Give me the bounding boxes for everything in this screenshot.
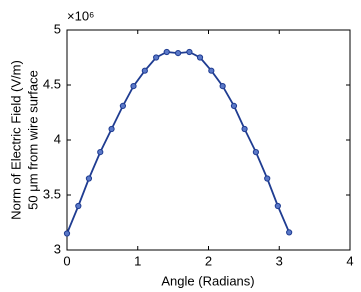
data-point: [97, 149, 104, 156]
data-point: [75, 202, 82, 210]
data-point: [186, 48, 193, 56]
y-axis-label: Norm of Electric Field (V/m) 50 μm from …: [8, 60, 40, 220]
data-point: [63, 230, 71, 237]
y-axis-label-line: Norm of Electric Field (V/m): [8, 60, 23, 220]
y-tick-label: 5: [54, 21, 61, 36]
data-point: [174, 50, 182, 57]
x-tick-label: 1: [134, 253, 141, 268]
data-point: [286, 229, 293, 236]
data-point: [196, 54, 204, 61]
y-tick-label: 4.5: [43, 76, 61, 91]
data-point: [130, 83, 137, 90]
data-point: [141, 67, 148, 74]
x-tick-label: 3: [276, 253, 283, 268]
data-point: [153, 54, 160, 61]
x-axis-label: Angle (Radians): [161, 273, 254, 288]
y-tick-label: 3.5: [43, 186, 61, 201]
data-point: [230, 102, 238, 110]
y-multiplier: ×10⁶: [67, 8, 94, 23]
data-point: [163, 48, 170, 56]
x-tick-label: 4: [346, 253, 353, 268]
plot-frame: [66, 29, 351, 251]
x-tick-label: 2: [205, 253, 212, 268]
x-tick-label: 0: [63, 253, 70, 268]
data-point: [219, 83, 226, 90]
y-tick-label: 4: [54, 131, 61, 146]
series-line: [66, 51, 290, 234]
data-point: [119, 102, 126, 110]
data-point: [208, 67, 215, 74]
y-tick-label: 3: [54, 241, 61, 256]
data-point: [85, 175, 93, 182]
data-point: [264, 175, 271, 182]
data-point: [252, 149, 260, 156]
data-point: [108, 125, 115, 133]
data-point: [241, 125, 248, 133]
data-point: [274, 202, 281, 210]
y-axis-label-line: 50 μm from wire surface: [25, 70, 40, 210]
